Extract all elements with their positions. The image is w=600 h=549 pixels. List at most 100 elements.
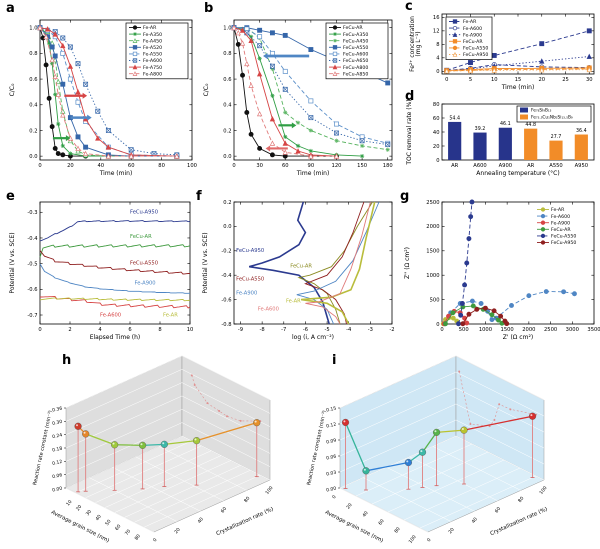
svg-text:FeCu-A450: FeCu-A450: [343, 38, 368, 44]
svg-text:FeCu-A600: FeCu-A600: [343, 52, 368, 58]
svg-text:0.2: 0.2: [223, 200, 231, 206]
svg-text:60: 60: [282, 163, 289, 169]
svg-text:Fe₇₃.₅Cu₁Nb₃Si₁₃.₅B₉: Fe₇₃.₅Cu₁Nb₃Si₁₃.₅B₉: [531, 115, 573, 121]
svg-text:0.8: 0.8: [29, 51, 37, 57]
svg-text:0.00: 0.00: [326, 486, 337, 494]
svg-text:Reaction rate constant (min⁻¹): Reaction rate constant (min⁻¹): [32, 410, 54, 486]
svg-text:12: 12: [433, 29, 440, 35]
svg-text:40: 40: [361, 510, 369, 518]
svg-text:20: 20: [538, 77, 545, 83]
svg-text:Average grain size (nm): Average grain size (nm): [50, 510, 110, 545]
svg-text:-3: -3: [368, 327, 373, 333]
svg-text:10: 10: [187, 327, 194, 333]
svg-text:10: 10: [491, 77, 498, 83]
svg-text:0: 0: [331, 494, 338, 500]
svg-text:0.00: 0.00: [52, 486, 63, 494]
svg-text:0.09: 0.09: [326, 438, 337, 446]
p-i-svg: 0.00 0.03 0.06 0.09 0.12 0.15 0 20 40 60 80 100 0 20 4…: [306, 355, 549, 545]
svg-text:Fe-A800: Fe-A800: [143, 71, 162, 77]
svg-text:1500: 1500: [426, 249, 439, 255]
svg-text:30: 30: [85, 509, 93, 517]
svg-text:40: 40: [433, 130, 440, 136]
svg-text:1.0: 1.0: [223, 26, 231, 32]
svg-text:FeCu-A350: FeCu-A350: [343, 32, 368, 38]
svg-text:8: 8: [158, 327, 161, 333]
svg-text:4: 4: [98, 327, 102, 333]
panel-e-chart: 0 2 4 6 8 10 -0.3 -0.4 -0.5 -0.6 -0.7 Elapsed Time …: [4, 192, 196, 354]
svg-text:-0.6: -0.6: [27, 287, 37, 293]
svg-text:2000: 2000: [522, 327, 535, 333]
svg-text:40: 40: [471, 516, 479, 524]
svg-text:40: 40: [97, 163, 104, 169]
svg-text:0.06: 0.06: [52, 472, 63, 480]
svg-text:-0.6: -0.6: [221, 297, 231, 303]
svg-text:2000: 2000: [426, 224, 439, 230]
svg-text:FeCu-AR: FeCu-AR: [130, 234, 152, 240]
svg-text:Time (min): Time (min): [99, 170, 133, 177]
svg-text:0: 0: [436, 69, 439, 75]
svg-text:Fe-A520: Fe-A520: [143, 45, 162, 51]
svg-text:20: 20: [67, 163, 74, 169]
panel-h-letter: h: [62, 353, 72, 368]
svg-text:Fe-AR: Fe-AR: [143, 25, 157, 31]
svg-text:100: 100: [264, 485, 274, 496]
svg-text:70: 70: [124, 528, 132, 536]
svg-text:30: 30: [256, 163, 263, 169]
svg-text:0.6: 0.6: [29, 77, 37, 83]
svg-text:60: 60: [433, 116, 440, 122]
svg-text:-0.4: -0.4: [221, 273, 232, 279]
svg-text:AR: AR: [451, 163, 459, 169]
svg-text:6: 6: [128, 327, 131, 333]
svg-text:-0.8: -0.8: [221, 322, 231, 328]
svg-text:80: 80: [243, 496, 251, 504]
svg-text:0: 0: [440, 327, 443, 333]
svg-text:54.4: 54.4: [449, 115, 460, 121]
svg-text:80: 80: [393, 526, 401, 534]
svg-text:-0.5: -0.5: [27, 261, 37, 267]
svg-text:100: 100: [187, 163, 197, 169]
svg-text:A950: A950: [575, 163, 588, 169]
svg-text:Annealing temperature (°C): Annealing temperature (°C): [476, 170, 559, 177]
svg-text:36.4: 36.4: [576, 128, 587, 134]
svg-text:A900: A900: [499, 163, 512, 169]
svg-text:Fe-A900: Fe-A900: [551, 220, 570, 226]
panel-g-letter: g: [400, 189, 410, 204]
panel-c-letter: c: [405, 0, 413, 14]
svg-text:30: 30: [586, 77, 593, 83]
svg-text:AR: AR: [527, 163, 535, 169]
svg-text:8: 8: [436, 42, 439, 48]
svg-text:-7: -7: [281, 327, 286, 333]
svg-text:0.15: 0.15: [326, 406, 337, 414]
svg-text:FeCu-AR: FeCu-AR: [290, 263, 312, 269]
panel-f-letter: f: [196, 189, 202, 204]
svg-text:FeCu-AR: FeCu-AR: [551, 227, 571, 233]
panel-b-chart: 0 30 60 90 120 150 180 0.0 0.2 0.4 0.6 0.8 1.0 Time (…: [198, 6, 398, 194]
svg-text:Reaction rate constant (min⁻¹): Reaction rate constant (min⁻¹): [306, 410, 328, 486]
panel-d-chart: 0 20 40 60 80 54.4 AR 39.2 A600 46.1 A900 44.8 AR 27.…: [402, 98, 600, 190]
p-f-svg: -9 -8 -7 -6 -5 -4 -3 -2 0.2 0.0 -0.2 -0.4 -0.6 -0.8 lo…: [202, 200, 395, 341]
svg-text:0.0: 0.0: [223, 154, 231, 160]
svg-text:0.4: 0.4: [223, 103, 232, 109]
svg-text:60: 60: [114, 523, 122, 531]
p-b-svg: 0 30 60 90 120 150 180 0.0 0.2 0.4 0.6 0.8 1.0 Time (…: [203, 19, 393, 177]
svg-text:2500: 2500: [426, 200, 439, 206]
svg-text:39.2: 39.2: [475, 126, 486, 132]
svg-text:0.03: 0.03: [326, 470, 337, 478]
p-c-svg: 0 5 10 15 20 25 30 0 4 8 12 16 Time (min) Fe²⁺ concen…: [409, 13, 595, 91]
svg-text:FeCu-A550: FeCu-A550: [551, 234, 576, 240]
svg-text:16: 16: [433, 15, 440, 21]
svg-text:FeCu-A950: FeCu-A950: [463, 52, 488, 58]
panel-i-chart: 0.00 0.03 0.06 0.09 0.12 0.15 0 20 40 60 80 100 0 20 4…: [302, 352, 592, 549]
svg-text:-8: -8: [260, 327, 265, 333]
svg-text:0: 0: [436, 322, 439, 328]
svg-text:0: 0: [232, 163, 235, 169]
svg-text:1000: 1000: [426, 273, 439, 279]
svg-text:0: 0: [426, 537, 433, 543]
svg-text:Fe-A350: Fe-A350: [143, 32, 162, 38]
svg-text:60: 60: [220, 506, 228, 514]
svg-text:log (i, A cm⁻²): log (i, A cm⁻²): [292, 334, 334, 341]
svg-text:2: 2: [68, 327, 71, 333]
svg-text:FeCu-AR: FeCu-AR: [463, 39, 483, 45]
svg-text:Fe-AR: Fe-AR: [551, 207, 565, 213]
